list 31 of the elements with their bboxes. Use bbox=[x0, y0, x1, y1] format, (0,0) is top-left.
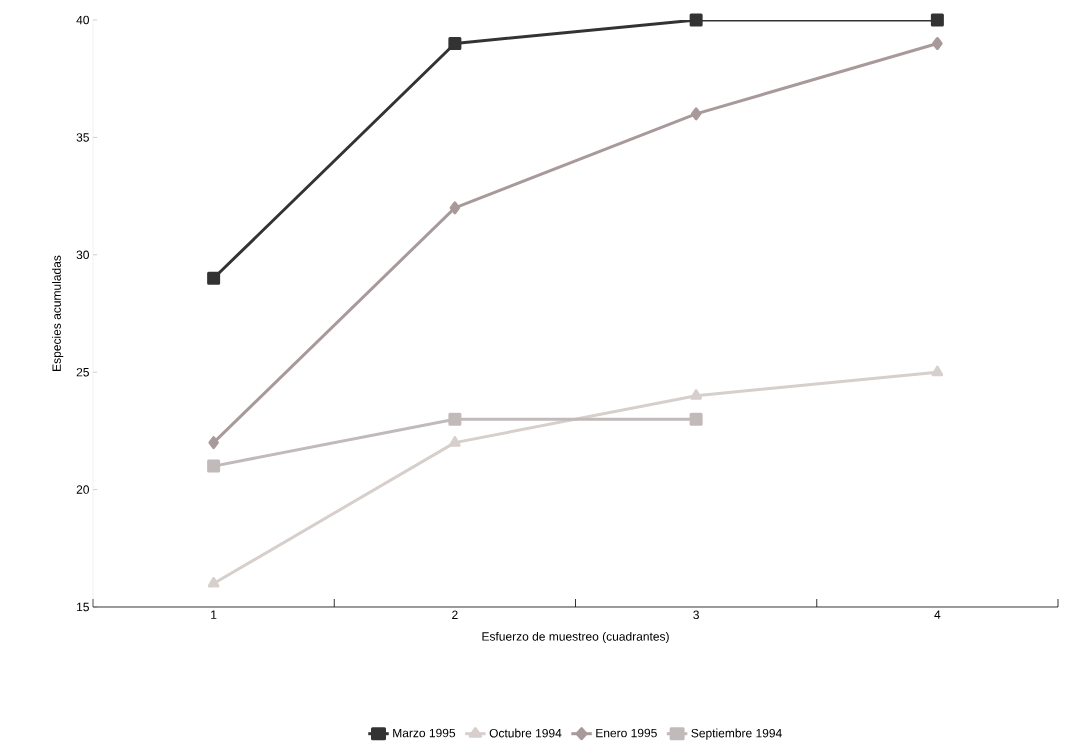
y-tick-label: 30 bbox=[76, 250, 89, 260]
point bbox=[689, 412, 703, 426]
legend-label: Marzo 1995 bbox=[393, 728, 456, 738]
point bbox=[449, 436, 461, 447]
legend-label: Septiembre 1994 bbox=[691, 728, 782, 740]
x-axis-title: Esfuerzo de muestreo (cuadrantes) bbox=[482, 631, 669, 644]
y-tick-label: 35 bbox=[76, 133, 89, 142]
point bbox=[208, 436, 219, 450]
point bbox=[689, 13, 703, 27]
x-tick-label: 4 bbox=[934, 610, 941, 619]
legend-label: Octubre 1994 bbox=[489, 728, 562, 738]
point bbox=[449, 201, 461, 215]
y-tick-label: 25 bbox=[76, 367, 89, 377]
y-tick-label: 40 bbox=[76, 15, 89, 25]
y-axis-title: Especies acumuladas bbox=[52, 255, 64, 371]
y-tick-label: 15 bbox=[77, 602, 89, 612]
point bbox=[207, 271, 221, 285]
point bbox=[930, 13, 944, 27]
point bbox=[931, 365, 944, 377]
x-tick-label: 1 bbox=[211, 610, 217, 619]
point bbox=[690, 389, 702, 400]
legend-label: Enero 1995 bbox=[596, 728, 657, 738]
x-tick-label: 2 bbox=[452, 610, 458, 619]
point bbox=[932, 36, 943, 50]
x-tick-label: 3 bbox=[693, 610, 699, 620]
point bbox=[207, 459, 221, 473]
point bbox=[448, 36, 462, 50]
point bbox=[690, 107, 702, 121]
point bbox=[448, 412, 462, 426]
y-tick-label: 20 bbox=[76, 485, 89, 494]
point bbox=[207, 577, 220, 588]
